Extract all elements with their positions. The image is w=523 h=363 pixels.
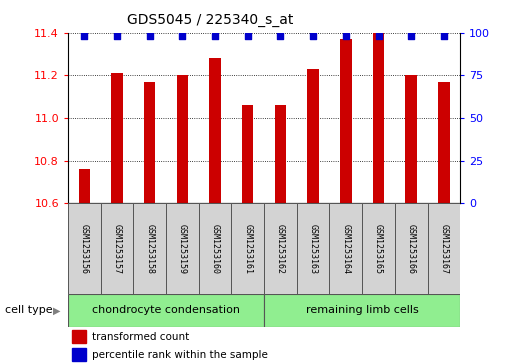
Text: GSM1253166: GSM1253166: [407, 224, 416, 274]
Bar: [209, 58, 221, 203]
Text: GSM1253158: GSM1253158: [145, 224, 154, 274]
Point: [145, 33, 154, 39]
Bar: [144, 82, 155, 203]
Bar: [68, 203, 100, 294]
Bar: [297, 203, 329, 294]
Bar: [340, 39, 351, 203]
Text: percentile rank within the sample: percentile rank within the sample: [92, 350, 267, 360]
Bar: [438, 82, 450, 203]
Bar: [72, 348, 86, 361]
Point: [113, 33, 121, 39]
Text: remaining limb cells: remaining limb cells: [306, 305, 418, 315]
Bar: [373, 33, 384, 203]
Text: GSM1253156: GSM1253156: [80, 224, 89, 274]
Bar: [264, 294, 460, 327]
Text: ▶: ▶: [53, 305, 60, 315]
Bar: [231, 203, 264, 294]
Point: [178, 33, 187, 39]
Bar: [362, 203, 395, 294]
Bar: [405, 76, 417, 203]
Text: GSM1253165: GSM1253165: [374, 224, 383, 274]
Text: GSM1253164: GSM1253164: [342, 224, 350, 274]
Point: [309, 33, 317, 39]
Point: [342, 33, 350, 39]
Bar: [428, 203, 460, 294]
Text: chondrocyte condensation: chondrocyte condensation: [92, 305, 240, 315]
Text: GDS5045 / 225340_s_at: GDS5045 / 225340_s_at: [127, 13, 293, 28]
Bar: [264, 203, 297, 294]
Text: GSM1253162: GSM1253162: [276, 224, 285, 274]
Bar: [68, 294, 264, 327]
Bar: [242, 105, 254, 203]
Text: GSM1253160: GSM1253160: [211, 224, 220, 274]
Bar: [308, 69, 319, 203]
Bar: [166, 203, 199, 294]
Text: GSM1253167: GSM1253167: [439, 224, 448, 274]
Bar: [395, 203, 428, 294]
Bar: [100, 203, 133, 294]
Bar: [177, 76, 188, 203]
Point: [374, 33, 383, 39]
Point: [211, 33, 219, 39]
Point: [80, 33, 88, 39]
Bar: [111, 73, 123, 203]
Bar: [275, 105, 286, 203]
Bar: [133, 203, 166, 294]
Bar: [199, 203, 231, 294]
Point: [276, 33, 285, 39]
Text: GSM1253159: GSM1253159: [178, 224, 187, 274]
Text: transformed count: transformed count: [92, 332, 189, 342]
Bar: [329, 203, 362, 294]
Point: [407, 33, 415, 39]
Text: GSM1253157: GSM1253157: [112, 224, 121, 274]
Point: [440, 33, 448, 39]
Bar: [78, 169, 90, 203]
Text: cell type: cell type: [5, 305, 53, 315]
Point: [244, 33, 252, 39]
Text: GSM1253161: GSM1253161: [243, 224, 252, 274]
Bar: [72, 330, 86, 343]
Text: GSM1253163: GSM1253163: [309, 224, 317, 274]
